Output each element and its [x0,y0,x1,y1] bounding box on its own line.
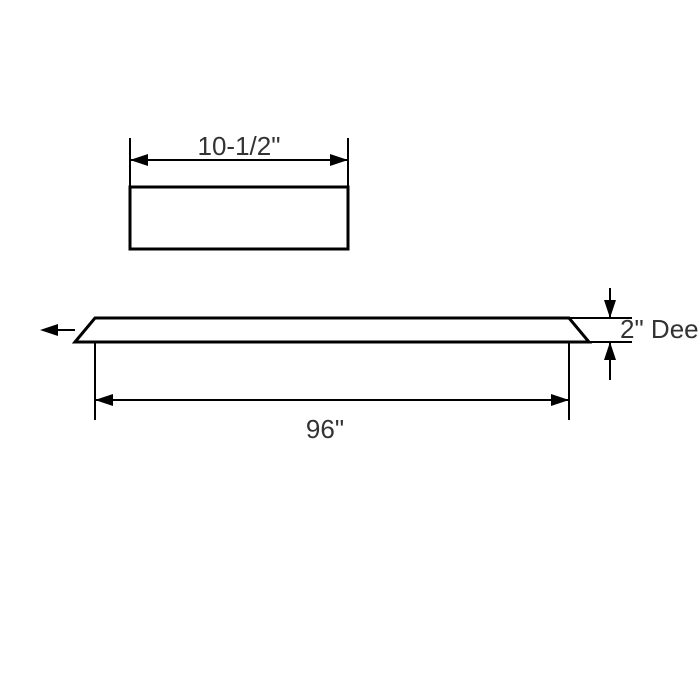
length-dimension-label: 96" [306,414,344,444]
top-view-rect [130,187,348,249]
depth-dimension-label: 2" Deep [620,314,700,344]
width-dimension-label: 10-1/2" [198,131,281,161]
side-view-bar [75,318,589,342]
